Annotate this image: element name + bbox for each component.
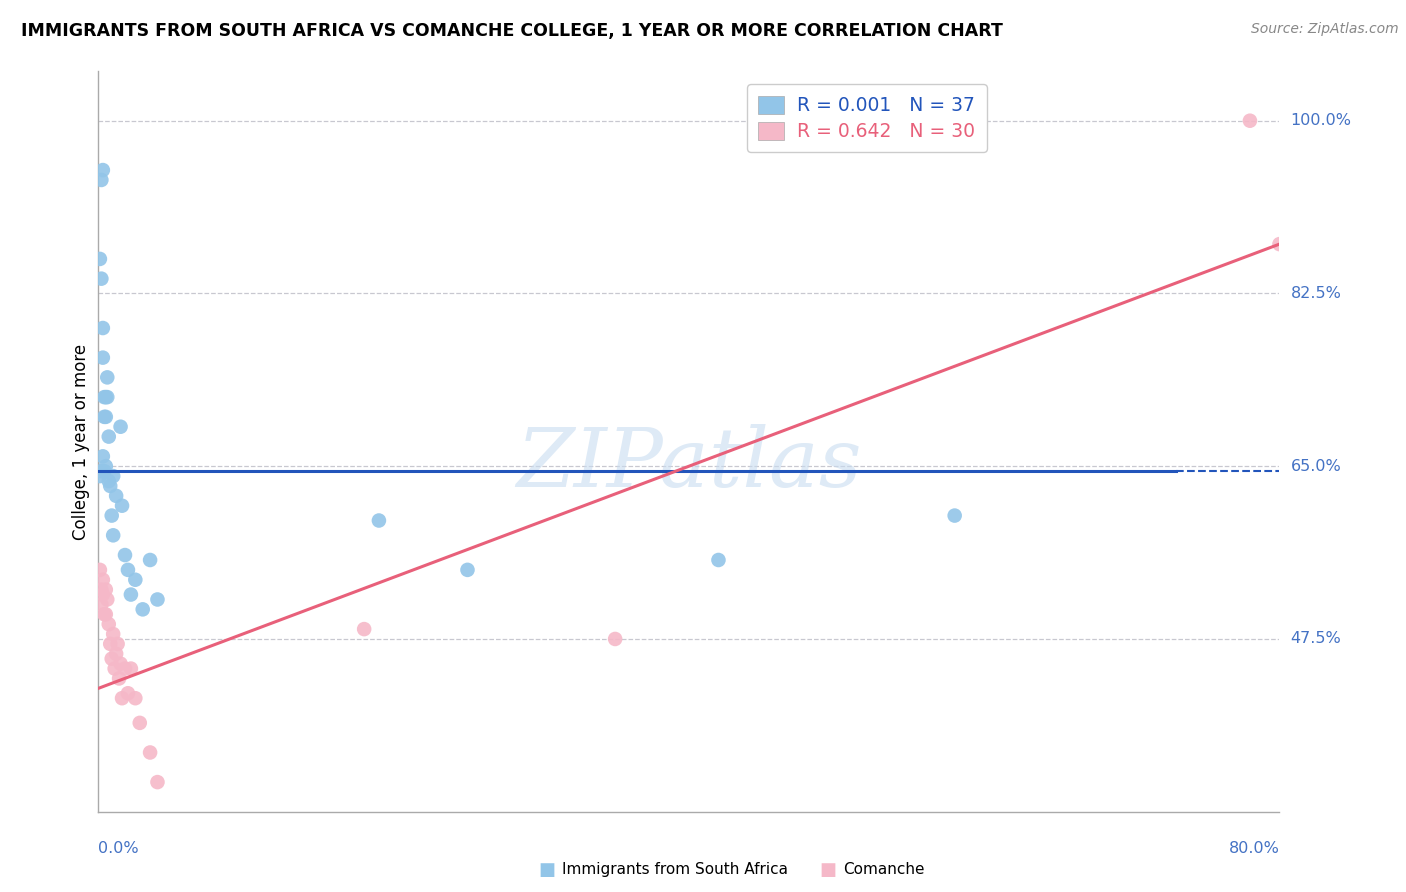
- Point: [456, 563, 478, 577]
- Point: [93, 464, 115, 478]
- Point: [353, 622, 375, 636]
- Text: Source: ZipAtlas.com: Source: ZipAtlas.com: [1251, 22, 1399, 37]
- Point: [93, 390, 115, 404]
- Point: [124, 691, 146, 706]
- Point: [105, 647, 128, 661]
- Point: [368, 514, 391, 528]
- Point: [110, 419, 132, 434]
- Point: [90, 271, 112, 285]
- Point: [91, 321, 114, 335]
- Point: [108, 672, 131, 686]
- Point: [605, 632, 627, 646]
- Point: [91, 450, 114, 464]
- Point: [111, 499, 134, 513]
- Point: [94, 390, 117, 404]
- Point: [96, 370, 118, 384]
- Text: Comanche: Comanche: [844, 863, 925, 877]
- Point: [105, 489, 128, 503]
- Point: [132, 602, 155, 616]
- Point: [89, 252, 111, 266]
- Point: [98, 637, 121, 651]
- Point: [110, 657, 132, 671]
- Point: [97, 617, 120, 632]
- Text: ■: ■: [820, 861, 837, 879]
- Point: [114, 662, 136, 676]
- Point: [97, 474, 120, 488]
- Point: [103, 528, 125, 542]
- Point: [114, 548, 136, 562]
- Point: [94, 459, 117, 474]
- Point: [94, 409, 117, 424]
- Point: [139, 746, 162, 760]
- Point: [1268, 237, 1291, 252]
- Point: [91, 588, 114, 602]
- Text: 47.5%: 47.5%: [1291, 632, 1341, 647]
- Point: [91, 573, 114, 587]
- Point: [96, 390, 118, 404]
- Text: 0.0%: 0.0%: [98, 841, 139, 856]
- Point: [89, 563, 111, 577]
- Point: [146, 592, 169, 607]
- Point: [98, 479, 121, 493]
- Point: [100, 651, 122, 665]
- Point: [117, 686, 139, 700]
- Point: [107, 637, 129, 651]
- Point: [139, 553, 162, 567]
- Point: [94, 607, 117, 622]
- Point: [90, 173, 112, 187]
- Point: [100, 508, 122, 523]
- Text: 82.5%: 82.5%: [1291, 286, 1341, 301]
- Text: 65.0%: 65.0%: [1291, 458, 1341, 474]
- Point: [91, 163, 114, 178]
- Point: [120, 588, 142, 602]
- Text: 100.0%: 100.0%: [1291, 113, 1351, 128]
- Point: [89, 469, 111, 483]
- Point: [94, 582, 117, 597]
- Text: ■: ■: [538, 861, 555, 879]
- Point: [707, 553, 730, 567]
- Text: 80.0%: 80.0%: [1229, 841, 1279, 856]
- Point: [124, 573, 146, 587]
- Point: [120, 662, 142, 676]
- Point: [90, 582, 112, 597]
- Point: [93, 409, 115, 424]
- Point: [96, 592, 118, 607]
- Y-axis label: College, 1 year or more: College, 1 year or more: [72, 343, 90, 540]
- Text: ZIPatlas: ZIPatlas: [516, 424, 862, 504]
- Text: IMMIGRANTS FROM SOUTH AFRICA VS COMANCHE COLLEGE, 1 YEAR OR MORE CORRELATION CHA: IMMIGRANTS FROM SOUTH AFRICA VS COMANCHE…: [21, 22, 1002, 40]
- Point: [97, 429, 120, 443]
- Point: [103, 627, 125, 641]
- Point: [90, 464, 112, 478]
- Point: [91, 351, 114, 365]
- Text: Immigrants from South Africa: Immigrants from South Africa: [562, 863, 789, 877]
- Point: [117, 563, 139, 577]
- Point: [103, 469, 125, 483]
- Point: [1239, 113, 1261, 128]
- Point: [104, 662, 127, 676]
- Point: [111, 691, 134, 706]
- Point: [90, 598, 112, 612]
- Point: [943, 508, 966, 523]
- Point: [93, 607, 115, 622]
- Point: [128, 715, 150, 730]
- Point: [146, 775, 169, 789]
- Legend: R = 0.001   N = 37, R = 0.642   N = 30: R = 0.001 N = 37, R = 0.642 N = 30: [747, 85, 987, 153]
